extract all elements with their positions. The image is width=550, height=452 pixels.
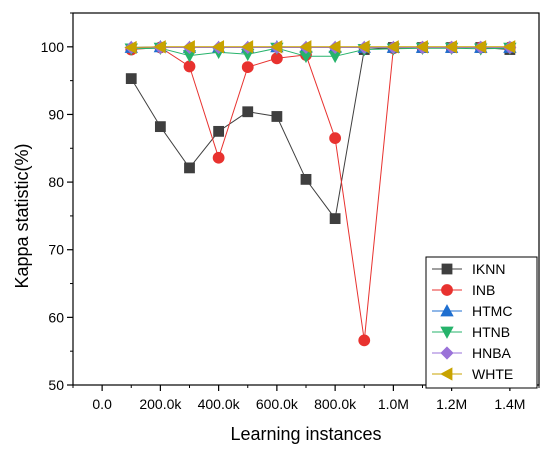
legend-label: HNBA <box>472 345 512 361</box>
data-point <box>271 111 283 122</box>
x-tick-label: 1.4M <box>494 396 525 412</box>
legend-item: HTMC <box>432 303 512 319</box>
data-point <box>211 40 225 54</box>
data-point <box>328 40 341 54</box>
data-point <box>444 40 458 54</box>
data-point <box>213 125 225 137</box>
data-point <box>386 40 399 54</box>
y-tick-label: 70 <box>48 242 64 258</box>
data-point <box>299 40 312 54</box>
legend-item: HTNB <box>432 324 510 340</box>
series-whte <box>124 40 516 55</box>
data-point <box>124 40 137 55</box>
legend-marker <box>440 346 454 360</box>
data-point <box>125 73 137 85</box>
x-tick-label: 400.0k <box>198 396 241 412</box>
x-axis-title: Learning instances <box>230 424 381 444</box>
legend-marker <box>440 326 454 339</box>
data-point <box>184 162 195 174</box>
y-axis-title: Kappa statistic(%) <box>12 143 32 288</box>
legend-label: HTNB <box>472 324 510 340</box>
data-point <box>182 40 195 54</box>
data-point <box>300 173 312 185</box>
series-line <box>130 47 510 220</box>
data-point <box>241 61 254 74</box>
legend-label: INB <box>472 282 495 298</box>
data-point <box>240 40 254 54</box>
data-point <box>473 40 487 54</box>
legend-label: WHTE <box>472 366 513 382</box>
data-point <box>415 40 428 54</box>
y-tick-label: 50 <box>48 377 64 393</box>
legend-marker <box>440 367 453 381</box>
y-tick-label: 100 <box>41 39 65 55</box>
data-point <box>270 40 283 54</box>
x-tick-label: 800.0k <box>314 396 357 412</box>
data-point <box>154 121 166 133</box>
data-point <box>503 40 516 54</box>
data-point <box>153 40 166 54</box>
y-tick-label: 60 <box>48 309 64 325</box>
legend-label: IKNN <box>472 261 505 277</box>
x-tick-label: 1.2M <box>436 396 467 412</box>
data-point <box>329 132 342 145</box>
legend-label: HTMC <box>472 303 512 319</box>
series-iknn <box>125 42 516 225</box>
x-tick-label: 0.0 <box>92 396 112 412</box>
data-point <box>183 60 196 73</box>
legend-marker <box>441 284 453 296</box>
legend-marker <box>441 263 453 275</box>
legend-item: HNBA <box>432 345 512 361</box>
x-tick-label: 1.0M <box>378 396 409 412</box>
legend-marker <box>440 304 454 317</box>
data-point <box>212 151 225 164</box>
data-point <box>358 334 371 347</box>
data-point <box>329 213 341 225</box>
y-tick-label: 90 <box>48 106 64 122</box>
legend-item: WHTE <box>432 366 513 382</box>
x-tick-label: 200.0k <box>139 396 182 412</box>
data-point <box>242 106 254 118</box>
x-tick-label: 600.0k <box>256 396 299 412</box>
y-tick-label: 80 <box>48 174 64 190</box>
legend-box <box>425 256 538 389</box>
legend-item: INB <box>432 282 495 298</box>
legend-item: IKNN <box>432 261 505 277</box>
data-point <box>357 40 370 54</box>
